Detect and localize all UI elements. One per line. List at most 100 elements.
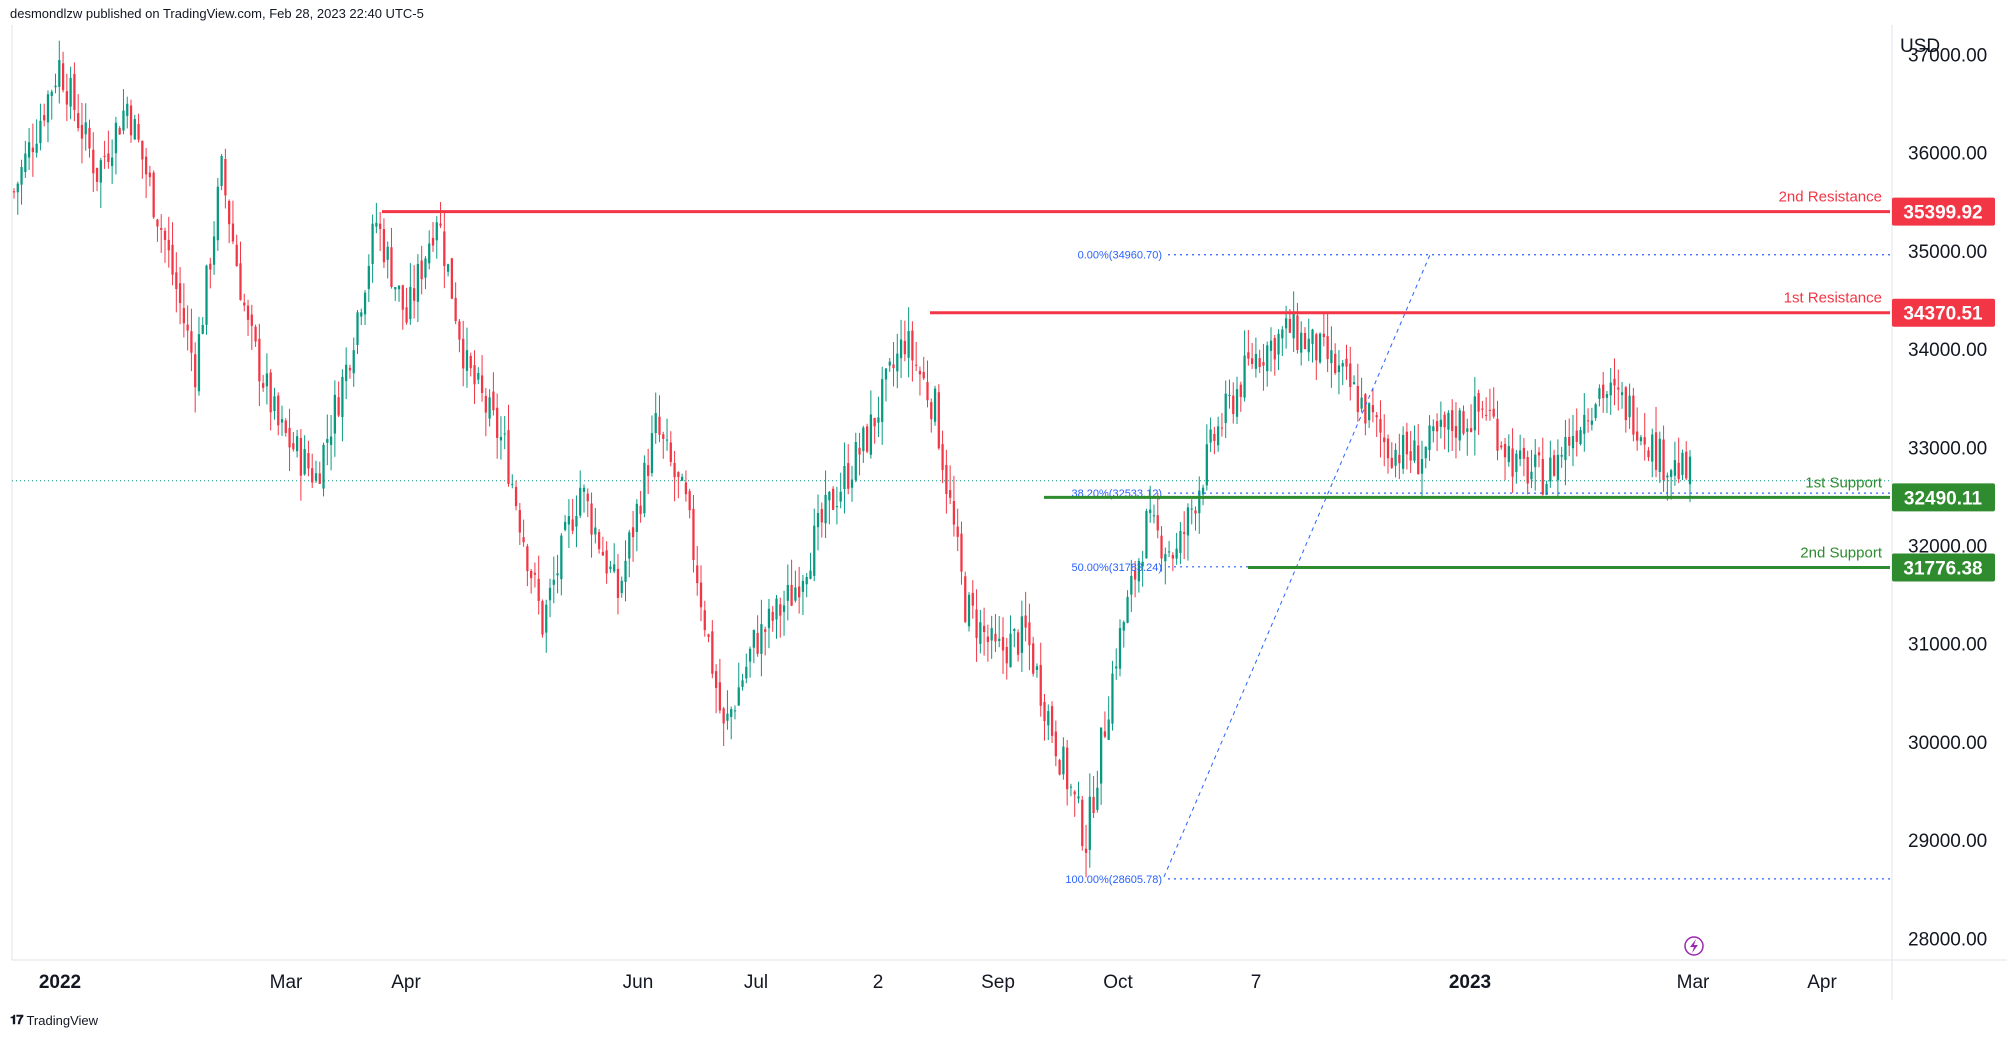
candle bbox=[1024, 591, 1027, 642]
candle bbox=[930, 398, 933, 433]
candle bbox=[884, 368, 888, 402]
level-2nd-resistance[interactable]: 2nd Resistance 35399.92 bbox=[382, 189, 1995, 226]
level-price-badge bbox=[1892, 298, 1995, 327]
candle bbox=[971, 580, 974, 619]
candle bbox=[1292, 291, 1295, 352]
fib-trend-line[interactable] bbox=[1163, 254, 1431, 878]
candle bbox=[605, 541, 608, 584]
candle bbox=[1100, 727, 1103, 805]
level-1st-support[interactable]: 1st Support 32490.11 bbox=[1044, 474, 1995, 512]
candle bbox=[741, 673, 744, 691]
candle bbox=[337, 381, 340, 418]
candle bbox=[190, 308, 193, 372]
candle bbox=[175, 252, 178, 313]
support-resistance-levels[interactable]: 2nd Resistance 35399.92 1st Resistance 3437… bbox=[382, 189, 1995, 582]
candle bbox=[137, 113, 140, 143]
candle bbox=[1469, 404, 1473, 433]
candle bbox=[73, 62, 76, 122]
candle bbox=[1605, 390, 1609, 414]
candle bbox=[1398, 433, 1401, 480]
candle bbox=[1620, 381, 1624, 409]
y-tick-label: 36000.00 bbox=[1908, 144, 1987, 165]
candle bbox=[1209, 417, 1212, 452]
level-2nd-support[interactable]: 2nd Support 31776.38 bbox=[1248, 544, 1995, 582]
candle bbox=[439, 202, 442, 229]
candle bbox=[277, 392, 280, 436]
level-name-label: 1st Support bbox=[1805, 474, 1883, 491]
candle bbox=[363, 290, 367, 325]
candle bbox=[107, 130, 110, 169]
lightning-icon[interactable] bbox=[1684, 936, 1704, 956]
candle bbox=[952, 475, 956, 537]
y-axis[interactable]: 28000.00 29000.00 30000.00 31000.00 32000.00… bbox=[1908, 45, 1987, 950]
candle bbox=[1368, 402, 1371, 428]
candle bbox=[1632, 387, 1635, 442]
level-price-label: 32490.11 bbox=[1904, 488, 1983, 509]
candle bbox=[1575, 408, 1578, 457]
candle bbox=[443, 212, 446, 289]
candle bbox=[1205, 424, 1208, 491]
candle bbox=[1586, 408, 1590, 433]
candle bbox=[786, 564, 789, 621]
plot-area[interactable] bbox=[12, 25, 1892, 959]
candle bbox=[975, 589, 978, 662]
candle bbox=[43, 103, 46, 127]
candle bbox=[103, 140, 106, 169]
candle bbox=[1473, 377, 1476, 456]
candle bbox=[582, 484, 586, 513]
level-price-label: 31776.38 bbox=[1903, 558, 1982, 579]
candle bbox=[243, 293, 246, 312]
candle bbox=[12, 188, 16, 199]
candle bbox=[1428, 415, 1431, 462]
candle bbox=[258, 323, 261, 407]
candle bbox=[1451, 399, 1454, 452]
candle bbox=[1624, 385, 1627, 433]
candle bbox=[1062, 737, 1065, 780]
candle bbox=[548, 578, 552, 618]
candle bbox=[152, 170, 155, 220]
candle bbox=[616, 554, 620, 615]
candle bbox=[798, 566, 801, 614]
candle bbox=[212, 221, 216, 275]
candle bbox=[911, 321, 914, 382]
candle bbox=[156, 218, 159, 242]
candle bbox=[1673, 441, 1677, 486]
level-1st-resistance[interactable]: 1st Resistance 34370.51 bbox=[930, 290, 1995, 327]
level-price-label: 34370.51 bbox=[1903, 304, 1983, 325]
candle bbox=[379, 211, 382, 252]
tradingview-logo[interactable]: 𝟏𝟕 TradingView bbox=[10, 1012, 98, 1028]
candle bbox=[1541, 437, 1544, 496]
candle bbox=[847, 444, 850, 495]
candle bbox=[1122, 620, 1125, 648]
candle bbox=[1583, 393, 1586, 452]
x-tick-label: 2022 bbox=[39, 972, 81, 993]
candle bbox=[1337, 350, 1341, 395]
candle bbox=[1269, 327, 1273, 372]
candle bbox=[1175, 532, 1178, 565]
candle bbox=[1420, 440, 1424, 497]
candle bbox=[1001, 617, 1005, 674]
candle bbox=[658, 395, 661, 443]
candle bbox=[1220, 413, 1224, 437]
candle bbox=[575, 495, 578, 548]
y-tick-label: 32000.00 bbox=[1908, 537, 1987, 558]
candle bbox=[16, 181, 19, 215]
x-axis[interactable]: 2022 Mar Apr Jun Jul 2 Sep Oct 7 2023 Mar Apr bbox=[39, 972, 1838, 993]
level-name-label: 1st Resistance bbox=[1784, 290, 1882, 307]
candle bbox=[326, 414, 329, 466]
candle bbox=[941, 430, 944, 484]
candle bbox=[197, 316, 201, 396]
candle bbox=[1522, 438, 1526, 477]
candle bbox=[673, 450, 676, 502]
candle bbox=[733, 705, 737, 720]
candle bbox=[681, 473, 684, 482]
candle bbox=[1537, 447, 1541, 468]
candle bbox=[1349, 346, 1352, 401]
y-tick-label: 35000.00 bbox=[1908, 242, 1987, 263]
candle bbox=[167, 216, 170, 268]
candle bbox=[1386, 434, 1390, 474]
candle bbox=[1149, 485, 1152, 523]
candle bbox=[745, 653, 748, 684]
y-tick-label: 30000.00 bbox=[1908, 733, 1987, 754]
